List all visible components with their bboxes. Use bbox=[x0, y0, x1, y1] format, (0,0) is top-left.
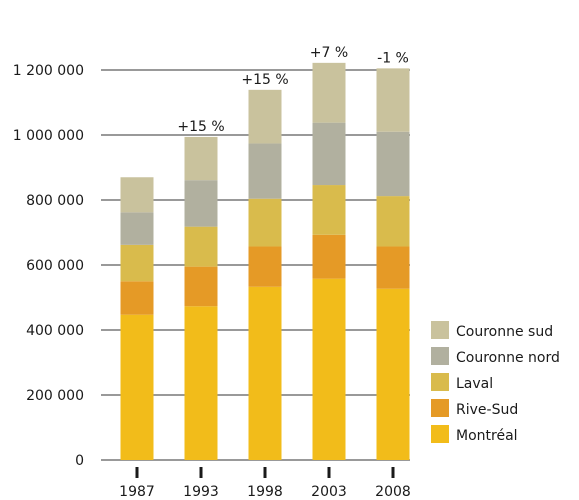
bar-1998-laval bbox=[248, 198, 282, 247]
bar-1998-montreal bbox=[248, 286, 282, 460]
legend-label-couronne-sud: Couronne sud bbox=[456, 324, 553, 340]
bar-1998-couronne-nord bbox=[248, 143, 282, 199]
bar-2003-couronne-sud bbox=[312, 62, 346, 123]
bar-1987-montreal bbox=[120, 314, 154, 460]
bar-1987-couronne-nord bbox=[120, 212, 154, 245]
bar-1998-rive-sud bbox=[248, 246, 282, 287]
x-tick-label: 1998 bbox=[247, 484, 283, 500]
legend-swatch-rive-sud bbox=[431, 399, 449, 417]
bar-2003-couronne-nord bbox=[312, 122, 346, 186]
bar-2003-rive-sud bbox=[312, 234, 346, 279]
legend-label-montreal: Montréal bbox=[456, 428, 518, 444]
bar-1993-couronne-sud bbox=[184, 136, 218, 181]
y-tick-label: 1 000 000 bbox=[13, 128, 84, 144]
bar-1993-rive-sud bbox=[184, 266, 218, 307]
legend-label-couronne-nord: Couronne nord bbox=[456, 350, 560, 366]
y-tick-label: 400 000 bbox=[26, 323, 84, 339]
bar-1987-laval bbox=[120, 244, 154, 282]
x-tick-label: 1987 bbox=[119, 484, 155, 500]
y-tick-label: 800 000 bbox=[26, 193, 84, 209]
legend-label-laval: Laval bbox=[456, 376, 493, 392]
bars bbox=[120, 62, 410, 460]
y-tick-label: 1 200 000 bbox=[13, 63, 84, 79]
bar-1993-couronne-nord bbox=[184, 180, 218, 227]
bar-1993-montreal bbox=[184, 306, 218, 460]
legend-swatch-couronne-nord bbox=[431, 347, 449, 365]
x-axis: 1987 1993 1998 2003 2008 bbox=[119, 467, 411, 500]
bar-2008-rive-sud bbox=[376, 246, 410, 289]
legend-swatch-montreal bbox=[431, 425, 449, 443]
y-tick-label: 600 000 bbox=[26, 258, 84, 274]
bar-2003-montreal bbox=[312, 278, 346, 460]
growth-annotation-1998: +15 % bbox=[241, 72, 288, 88]
x-tick-label: 1993 bbox=[183, 484, 219, 500]
legend: Couronne sud Couronne nord Laval Rive-Sud Mo… bbox=[431, 321, 560, 444]
bar-1998-couronne-sud bbox=[248, 89, 282, 144]
x-tick-label: 2008 bbox=[375, 484, 411, 500]
growth-annotation-2008: -1 % bbox=[377, 50, 409, 66]
bar-1987-rive-sud bbox=[120, 281, 154, 315]
bar-2008-couronne-nord bbox=[376, 131, 410, 197]
bar-2003-laval bbox=[312, 185, 346, 235]
bar-1987-couronne-sud bbox=[120, 177, 154, 213]
bar-2008-montreal bbox=[376, 288, 410, 460]
x-tick-label: 2003 bbox=[311, 484, 347, 500]
growth-annotation-2003: +7 % bbox=[310, 45, 348, 61]
y-tick-label: 0 bbox=[75, 453, 84, 469]
bar-2008-couronne-sud bbox=[376, 68, 410, 132]
growth-annotation-1993: +15 % bbox=[177, 119, 224, 135]
legend-swatch-laval bbox=[431, 373, 449, 391]
y-axis: 0 200 000 400 000 600 000 800 000 1 000 000 1 … bbox=[13, 63, 84, 469]
bar-2008-laval bbox=[376, 196, 410, 247]
growth-annotations: +15 % +15 % +7 % -1 % bbox=[177, 45, 409, 135]
y-tick-label: 200 000 bbox=[26, 388, 84, 404]
legend-label-rive-sud: Rive-Sud bbox=[456, 402, 518, 418]
legend-swatch-couronne-sud bbox=[431, 321, 449, 339]
bar-1993-laval bbox=[184, 226, 218, 267]
